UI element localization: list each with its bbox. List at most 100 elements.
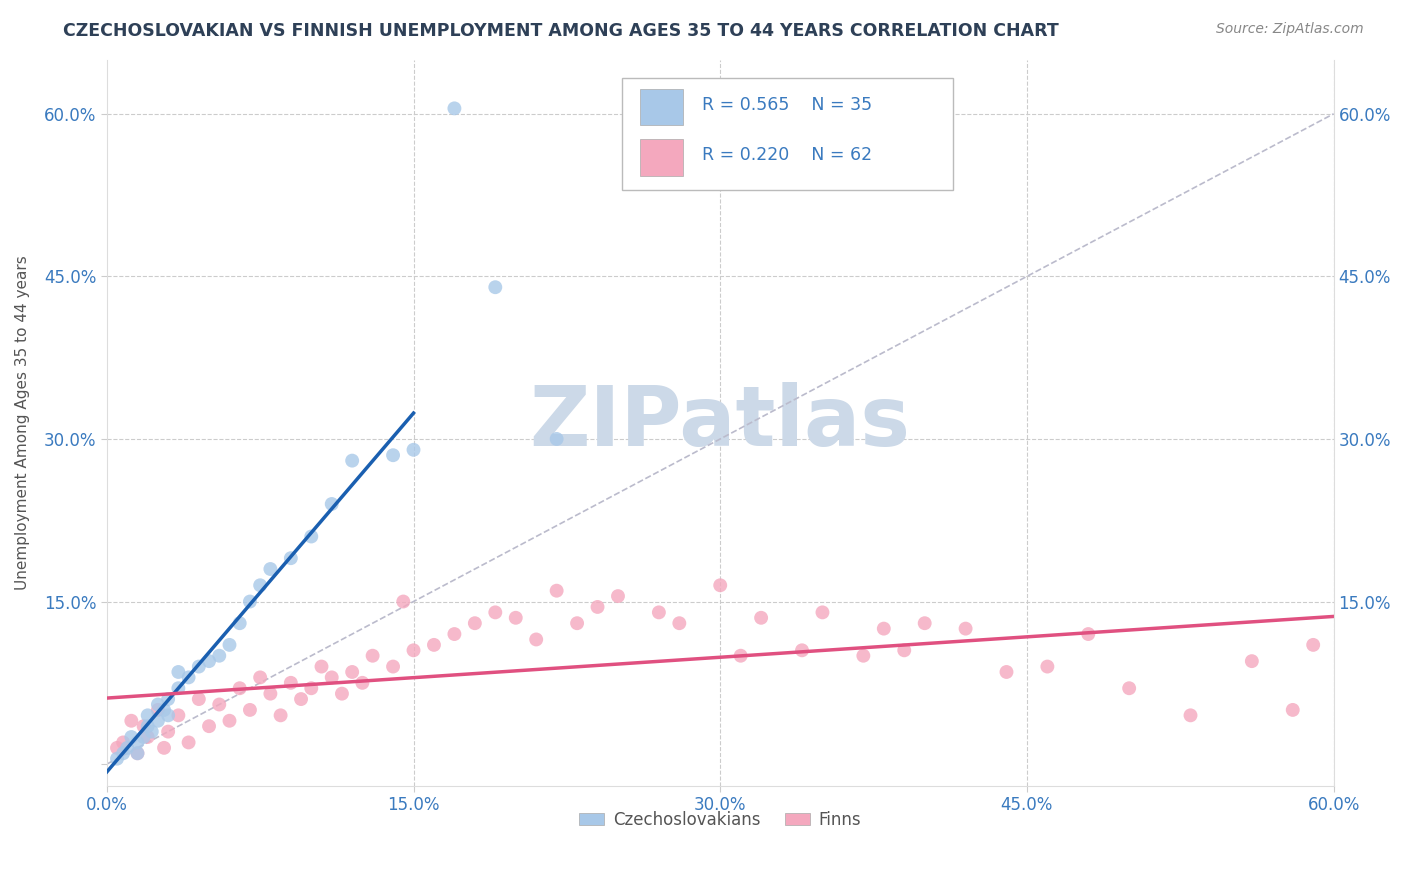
Point: [117, 740, 139, 755]
Point: [259, 687, 281, 701]
Point: [955, 622, 977, 636]
Point: [290, 692, 312, 706]
Point: [1077, 627, 1099, 641]
Point: [259, 562, 281, 576]
Point: [146, 703, 169, 717]
Point: [340, 665, 363, 679]
Point: [1036, 659, 1059, 673]
Point: [157, 692, 180, 706]
Point: [749, 611, 772, 625]
Point: [239, 594, 262, 608]
Point: [607, 589, 630, 603]
Point: [105, 752, 128, 766]
Point: [136, 730, 159, 744]
Point: [141, 724, 163, 739]
Point: [228, 616, 250, 631]
Point: [127, 746, 149, 760]
Point: [146, 698, 169, 712]
Point: [153, 740, 176, 755]
Point: [153, 703, 176, 717]
Point: [464, 616, 486, 631]
Point: [112, 735, 135, 749]
Bar: [641, 88, 683, 125]
Point: [1302, 638, 1324, 652]
Point: [484, 280, 506, 294]
Point: [668, 616, 690, 631]
Point: [157, 724, 180, 739]
Text: Source: ZipAtlas.com: Source: ZipAtlas.com: [1216, 22, 1364, 37]
Point: [228, 681, 250, 696]
Point: [524, 632, 547, 647]
Point: [648, 606, 671, 620]
Point: [423, 638, 446, 652]
Point: [505, 611, 527, 625]
Point: [443, 101, 465, 115]
Point: [709, 578, 731, 592]
Point: [586, 599, 609, 614]
Point: [402, 643, 425, 657]
Point: [146, 714, 169, 728]
Point: [321, 670, 343, 684]
Point: [198, 654, 221, 668]
Point: [1180, 708, 1202, 723]
Point: [112, 746, 135, 760]
Point: [484, 606, 506, 620]
Point: [443, 627, 465, 641]
Point: [546, 583, 568, 598]
Point: [361, 648, 384, 663]
Point: [132, 719, 155, 733]
Text: ZIPatlas: ZIPatlas: [530, 382, 911, 463]
Point: [811, 606, 834, 620]
Point: [340, 453, 363, 467]
Point: [270, 708, 292, 723]
Point: [136, 708, 159, 723]
Point: [177, 735, 200, 749]
Point: [402, 442, 425, 457]
Point: [995, 665, 1018, 679]
Point: [382, 448, 405, 462]
Point: [311, 659, 333, 673]
Text: CZECHOSLOVAKIAN VS FINNISH UNEMPLOYMENT AMONG AGES 35 TO 44 YEARS CORRELATION CH: CZECHOSLOVAKIAN VS FINNISH UNEMPLOYMENT …: [63, 22, 1059, 40]
Point: [790, 643, 813, 657]
Point: [187, 659, 209, 673]
Point: [730, 648, 752, 663]
Point: [893, 643, 915, 657]
Point: [321, 497, 343, 511]
Point: [120, 714, 142, 728]
Point: [157, 708, 180, 723]
Point: [120, 730, 142, 744]
Point: [1118, 681, 1140, 696]
Point: [136, 719, 159, 733]
Point: [167, 665, 190, 679]
Point: [198, 719, 221, 733]
FancyBboxPatch shape: [621, 78, 953, 190]
Point: [249, 578, 271, 592]
Point: [249, 670, 271, 684]
Point: [299, 681, 322, 696]
Point: [873, 622, 896, 636]
Point: [105, 740, 128, 755]
Point: [127, 746, 149, 760]
Point: [132, 730, 155, 744]
Point: [167, 681, 190, 696]
Point: [330, 687, 353, 701]
Point: [299, 529, 322, 543]
Point: [1281, 703, 1303, 717]
Point: [392, 594, 415, 608]
Point: [546, 432, 568, 446]
Bar: [641, 139, 683, 176]
Point: [565, 616, 588, 631]
Text: R = 0.220    N = 62: R = 0.220 N = 62: [702, 146, 872, 164]
Point: [914, 616, 936, 631]
Point: [280, 551, 302, 566]
Point: [280, 675, 302, 690]
Point: [208, 648, 231, 663]
Point: [218, 638, 240, 652]
Point: [167, 708, 190, 723]
Point: [352, 675, 374, 690]
Point: [218, 714, 240, 728]
Point: [177, 670, 200, 684]
Y-axis label: Unemployment Among Ages 35 to 44 years: Unemployment Among Ages 35 to 44 years: [15, 255, 30, 591]
Point: [187, 692, 209, 706]
Legend: Czechoslovakians, Finns: Czechoslovakians, Finns: [572, 805, 868, 836]
